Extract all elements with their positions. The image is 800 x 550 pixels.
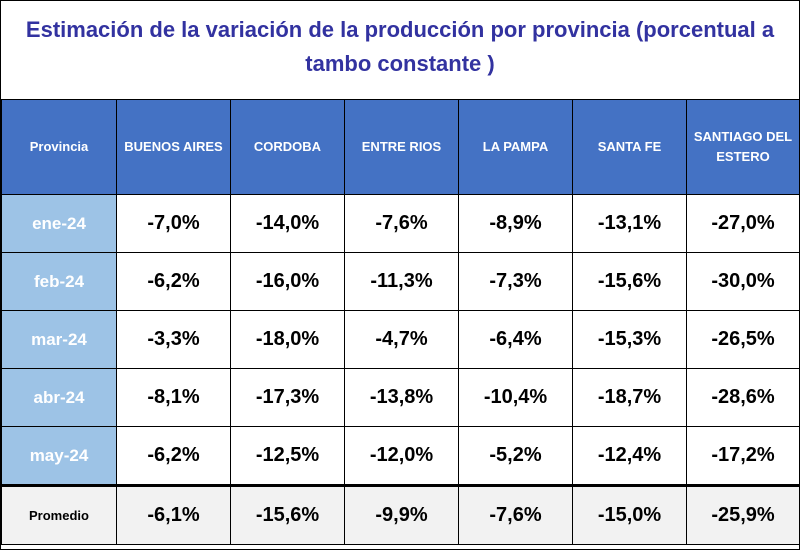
header-cordoba: CORDOBA xyxy=(230,99,345,195)
average-cell: -9,9% xyxy=(344,484,459,545)
table-cell: -5,2% xyxy=(458,426,573,486)
row-month: may-24 xyxy=(1,426,117,486)
table-cell: -7,6% xyxy=(344,194,459,253)
table-cell: -8,9% xyxy=(458,194,573,253)
table-cell: -10,4% xyxy=(458,368,573,427)
row-month: abr-24 xyxy=(1,368,117,427)
table-cell: -18,7% xyxy=(572,368,687,427)
table-cell: -17,3% xyxy=(230,368,345,427)
table-cell: -8,1% xyxy=(116,368,231,427)
table-cell: -6,2% xyxy=(116,252,231,311)
table-cell: -7,0% xyxy=(116,194,231,253)
table-cell: -16,0% xyxy=(230,252,345,311)
table-cell: -17,2% xyxy=(686,426,800,486)
table-cell: -15,6% xyxy=(572,252,687,311)
header-santa-fe: SANTA FE xyxy=(572,99,687,195)
table-cell: -30,0% xyxy=(686,252,800,311)
table-row: may-24 -6,2% -12,5% -12,0% -5,2% -12,4% … xyxy=(1,426,800,486)
table-cell: -11,3% xyxy=(344,252,459,311)
header-buenos-aires: BUENOS AIRES xyxy=(116,99,231,195)
page-title: Estimación de la variación de la producc… xyxy=(1,1,799,99)
average-label: Promedio xyxy=(1,484,117,545)
table-cell: -13,8% xyxy=(344,368,459,427)
table-cell: -28,6% xyxy=(686,368,800,427)
table-cell: -12,0% xyxy=(344,426,459,486)
average-cell: -25,9% xyxy=(686,484,800,545)
table-cell: -14,0% xyxy=(230,194,345,253)
table-cell: -13,1% xyxy=(572,194,687,253)
average-cell: -7,6% xyxy=(458,484,573,545)
table-row: abr-24 -8,1% -17,3% -13,8% -10,4% -18,7%… xyxy=(1,368,800,427)
title-line-2: tambo constante ) xyxy=(305,51,495,76)
table-cell: -12,5% xyxy=(230,426,345,486)
average-cell: -15,6% xyxy=(230,484,345,545)
row-month: feb-24 xyxy=(1,252,117,311)
table-cell: -12,4% xyxy=(572,426,687,486)
average-row: Promedio -6,1% -15,6% -9,9% -7,6% -15,0%… xyxy=(1,484,800,545)
table-cell: -27,0% xyxy=(686,194,800,253)
table-cell: -4,7% xyxy=(344,310,459,369)
table-cell: -7,3% xyxy=(458,252,573,311)
header-row: Provincia BUENOS AIRES CORDOBA ENTRE RIO… xyxy=(1,99,800,195)
row-month: ene-24 xyxy=(1,194,117,253)
header-santiago-del-estero: SANTIAGO DEL ESTERO xyxy=(686,99,800,195)
row-month: mar-24 xyxy=(1,310,117,369)
table-row: ene-24 -7,0% -14,0% -7,6% -8,9% -13,1% -… xyxy=(1,194,800,253)
header-la-pampa: LA PAMPA xyxy=(458,99,573,195)
production-table: Provincia BUENOS AIRES CORDOBA ENTRE RIO… xyxy=(1,99,800,545)
table-cell: -3,3% xyxy=(116,310,231,369)
table-cell: -18,0% xyxy=(230,310,345,369)
average-cell: -15,0% xyxy=(572,484,687,545)
table-row: mar-24 -3,3% -18,0% -4,7% -6,4% -15,3% -… xyxy=(1,310,800,369)
table-cell: -6,4% xyxy=(458,310,573,369)
table-cell: -15,3% xyxy=(572,310,687,369)
table-cell: -6,2% xyxy=(116,426,231,486)
table-cell: -26,5% xyxy=(686,310,800,369)
title-line-1: Estimación de la variación de la producc… xyxy=(25,17,775,42)
table-row: feb-24 -6,2% -16,0% -11,3% -7,3% -15,6% … xyxy=(1,252,800,311)
average-cell: -6,1% xyxy=(116,484,231,545)
header-provincia: Provincia xyxy=(1,99,117,195)
header-entre-rios: ENTRE RIOS xyxy=(344,99,459,195)
